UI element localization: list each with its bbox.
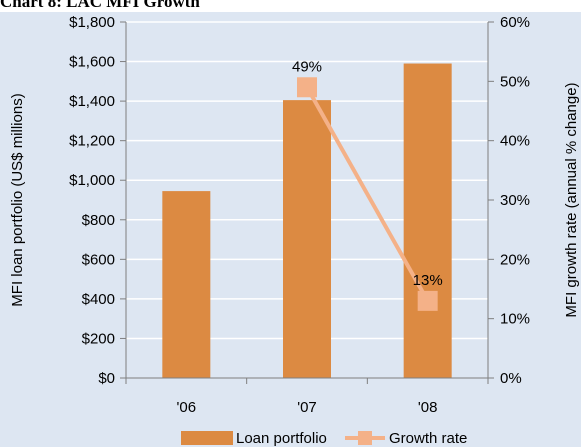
- data-label: 13%: [413, 272, 443, 289]
- growth-rate-marker: [297, 77, 317, 98]
- growth-rate-line: [305, 86, 430, 302]
- y-left-tick-label: $0: [98, 370, 115, 387]
- y-left-tick-label: $600: [82, 251, 115, 268]
- y-right-axis-title: MFI growth rate (annual % change): [563, 82, 580, 317]
- x-tick-label: '08: [418, 399, 438, 416]
- legend-marker-growth-rate: [358, 431, 372, 445]
- y-left-tick-label: $1,400: [69, 93, 115, 110]
- y-right-tick-label: 40%: [500, 133, 530, 150]
- y-left-tick-label: $800: [82, 212, 115, 229]
- y-left-tick-label: $200: [82, 330, 115, 347]
- y-left-tick-label: $1,600: [69, 54, 115, 71]
- bar: [283, 100, 331, 378]
- y-right-tick-label: 60%: [500, 14, 530, 31]
- y-left-tick-label: $1,200: [69, 133, 115, 150]
- y-left-axis-title: MFI loan portfolio (US$ millions): [9, 93, 26, 306]
- data-label: 49%: [292, 58, 322, 75]
- y-right-tick-label: 20%: [500, 251, 530, 268]
- y-right-tick-label: 50%: [500, 73, 530, 90]
- growth-rate-marker: [417, 290, 438, 311]
- legend-label-growth-rate: Growth rate: [389, 430, 467, 447]
- y-right-tick-label: 30%: [500, 192, 530, 209]
- y-left-tick-label: $1,000: [69, 172, 115, 189]
- x-tick-label: '06: [177, 399, 197, 416]
- y-right-tick-label: 0%: [500, 370, 522, 387]
- legend-label-loan-portfolio: Loan portfolio: [236, 430, 327, 447]
- x-tick-label: '07: [297, 399, 317, 416]
- y-left-tick-label: $400: [82, 291, 115, 308]
- chart-title: Chart 8: LAC MFI Growth: [0, 0, 200, 11]
- legend-swatch-loan-portfolio: [181, 431, 233, 445]
- y-left-tick-label: $1,800: [69, 14, 115, 31]
- bar: [403, 63, 452, 379]
- y-right-tick-label: 10%: [500, 311, 530, 328]
- bar: [162, 191, 211, 378]
